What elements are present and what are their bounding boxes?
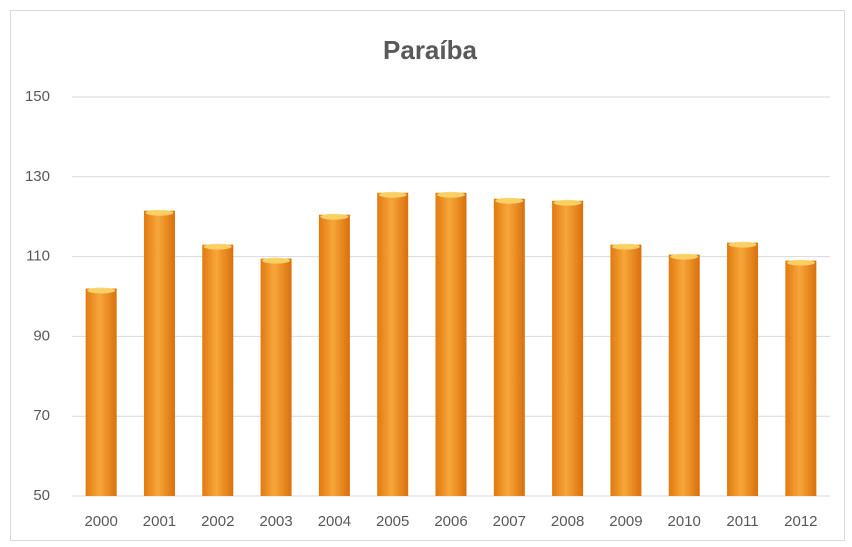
y-tick-label: 70: [33, 407, 50, 424]
y-tick-label: 50: [33, 487, 50, 504]
bar-highlight: [203, 243, 232, 250]
x-tick-label: 2005: [376, 513, 409, 530]
x-tick-label: 2000: [84, 513, 117, 530]
x-tick-label: 2012: [784, 513, 817, 530]
x-tick-label: 2006: [434, 513, 467, 530]
bar: [668, 254, 700, 496]
bar: [85, 288, 117, 496]
bar-highlight: [495, 197, 524, 204]
bar: [202, 244, 234, 496]
bar-highlight: [670, 253, 699, 260]
y-tick-label: 150: [25, 88, 50, 105]
x-tick-label: 2007: [493, 513, 526, 530]
bar: [785, 260, 817, 496]
y-tick-label: 90: [33, 327, 50, 344]
bar: [493, 198, 525, 496]
chart-title: Paraíba: [383, 35, 477, 65]
bar-highlight: [437, 191, 465, 198]
x-tick-label: 2008: [551, 513, 584, 530]
bar: [552, 200, 584, 497]
x-tick-label: 2002: [201, 513, 234, 530]
y-tick-label: 130: [25, 168, 50, 185]
bar: [143, 210, 175, 496]
bar-highlight: [262, 257, 291, 264]
bar-highlight: [553, 199, 582, 206]
bar-highlight: [728, 241, 757, 248]
bar-highlight: [786, 259, 815, 266]
bar-highlight: [320, 213, 349, 220]
chart-frame: [10, 10, 845, 541]
x-tick-label: 2010: [668, 513, 701, 530]
y-tick-label: 110: [26, 248, 50, 265]
x-tick-label: 2011: [726, 513, 758, 530]
bar: [610, 244, 642, 496]
x-tick-label: 2001: [143, 513, 176, 530]
bar: [260, 258, 292, 496]
x-tick-label: 2004: [318, 513, 351, 530]
bar: [318, 214, 350, 496]
x-tick-label: 2003: [259, 513, 292, 530]
bar: [727, 242, 759, 496]
bar: [435, 192, 467, 496]
bar-highlight: [611, 243, 640, 250]
bar-highlight: [378, 191, 407, 198]
bar-highlight: [87, 287, 116, 294]
bar: [377, 192, 409, 496]
bar-highlight: [145, 209, 174, 216]
x-tick-label: 2009: [609, 513, 642, 530]
